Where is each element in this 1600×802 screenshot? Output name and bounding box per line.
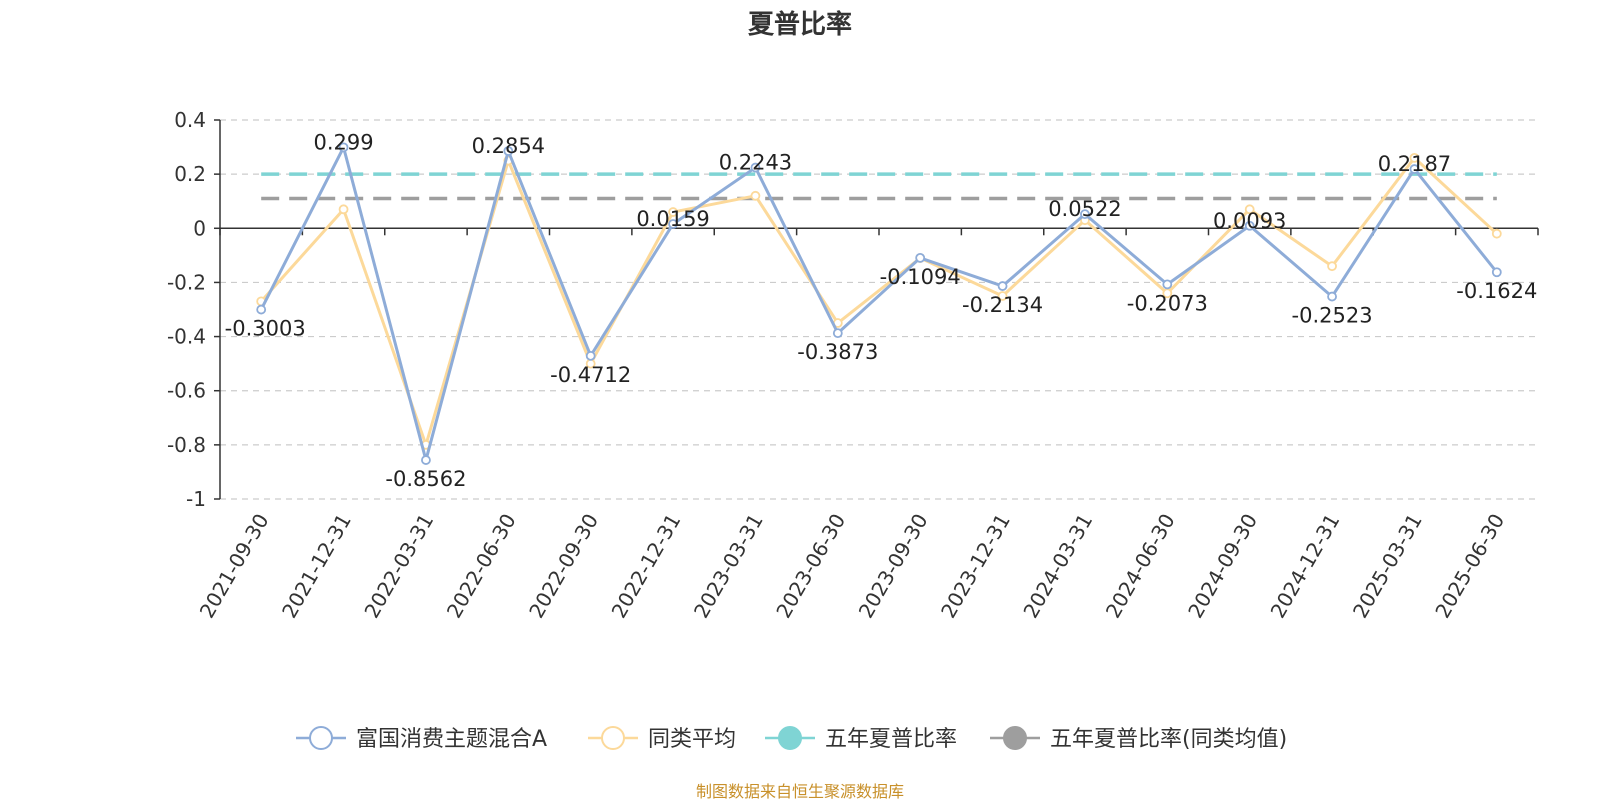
data-label: -0.2073 [1127,291,1208,315]
x-tick-label: 2023-09-30 [854,510,933,623]
series-point-0[interactable] [503,146,514,156]
series-point-0[interactable] [915,253,926,263]
x-tick-label: 2022-09-30 [524,510,603,623]
legend-swatch-marker [778,726,802,750]
series-point-1[interactable] [1409,152,1420,163]
y-tick-label: -0.6 [167,379,206,403]
x-tick-label: 2021-12-31 [277,510,356,623]
series-point-0[interactable] [338,142,349,153]
x-tick-label: 2023-06-30 [771,510,850,623]
legend-swatch-marker [1003,726,1027,750]
data-label: 0.0522 [1048,197,1121,221]
y-tick-label: -1 [186,487,206,511]
legend-item-1[interactable]: 同类平均 [588,726,736,752]
x-tick-label: 2023-12-31 [936,510,1015,623]
series-line-1 [260,156,1498,447]
data-label: 0.0093 [1213,209,1286,233]
series-point-1[interactable] [668,207,678,217]
series-point-1[interactable] [997,291,1008,301]
series-point-0[interactable] [256,304,267,315]
series-point-1[interactable] [1491,228,1502,239]
x-tick-label: 2022-12-31 [606,510,685,623]
x-tick-label: 2021-09-30 [195,510,274,623]
y-tick-label: -0.4 [167,325,206,349]
x-tick-label: 2022-03-31 [359,510,438,623]
y-tick-label: 0 [193,216,206,240]
x-tick-label: 2025-03-31 [1348,510,1427,623]
x-tick-label: 2025-06-30 [1430,510,1509,623]
data-label: 0.299 [314,130,374,154]
x-tick-label: 2022-06-30 [442,510,521,623]
series-point-0[interactable] [1244,220,1255,231]
legend-swatch-marker [309,726,333,750]
series-point-0[interactable] [997,281,1008,291]
y-tick-label: 0.2 [174,162,206,186]
series-point-0[interactable] [832,328,843,339]
legend-label: 同类平均 [648,727,736,752]
series-point-0[interactable] [421,455,431,465]
data-label: 0.2854 [472,134,545,158]
data-label: -0.3003 [225,317,306,341]
data-label: -0.2134 [962,293,1043,317]
legend: 富国消费主题混合A 同类平均 五年夏普比率 五年夏普比率(同类均值) [296,726,1287,752]
series-point-1[interactable] [1244,204,1255,215]
data-label: -0.3873 [797,340,878,364]
source-note: 制图数据来自恒生聚源数据库 [695,782,904,801]
data-label: -0.2523 [1292,304,1373,328]
legend-item-2[interactable]: 五年夏普比率 [765,726,957,752]
legend-item-0[interactable]: 富国消费主题混合A [296,726,547,752]
data-label: 0.0159 [636,207,709,231]
series-line-0 [259,145,1498,462]
data-label: -0.1624 [1456,279,1537,303]
series-point-1[interactable] [1327,261,1337,272]
legend-label: 五年夏普比率(同类均值) [1050,727,1287,752]
data-label: -0.4712 [550,363,631,387]
x-tick-label: 2024-06-30 [1101,510,1180,623]
series-point-0[interactable] [668,219,678,229]
legend-label: 富国消费主题混合A [356,727,547,752]
data-label: 0.2243 [719,151,792,175]
series-point-0[interactable] [585,350,596,361]
x-tick-label: 2024-09-30 [1183,510,1262,623]
y-tick-label: -0.2 [167,270,206,294]
series-point-0[interactable] [1327,291,1337,302]
series-point-0[interactable] [1162,279,1173,290]
data-label: 0.2187 [1378,152,1451,176]
y-tick-label: -0.8 [167,433,206,457]
legend-item-3[interactable]: 五年夏普比率(同类均值) [990,726,1287,752]
y-tick-label: 0.4 [174,108,206,132]
data-labels: -0.3003 0.299 -0.8562 0.2854 -0.4712 0.0159 0.… [225,130,1538,491]
series-point-0[interactable] [750,162,761,173]
x-tick-label: 2024-12-31 [1265,510,1344,623]
series-point-0[interactable] [1080,209,1090,220]
legend-swatch-marker [601,726,625,750]
data-label: -0.1094 [880,265,961,289]
chart-title: 夏普比率 [747,10,852,40]
reference-lines [261,172,1497,201]
series-point-0[interactable] [1409,164,1420,174]
series-point-1[interactable] [750,190,761,201]
data-label: -0.8562 [385,467,466,491]
series-point-1[interactable] [338,204,349,215]
x-tick-label: 2023-03-31 [689,510,768,623]
x-tick-label: 2024-03-31 [1018,510,1097,623]
series-layer [256,142,1502,465]
series-point-0[interactable] [1491,267,1502,278]
legend-label: 五年夏普比率 [825,727,957,752]
